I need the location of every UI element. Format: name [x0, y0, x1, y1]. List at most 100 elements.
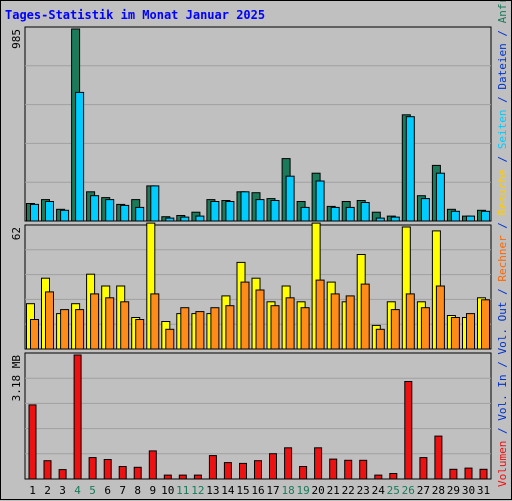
- bar-volumen-day-31: [479, 468, 488, 480]
- x-tick-label: 14: [221, 484, 235, 497]
- bar-dateien-day-13: [210, 201, 220, 222]
- bar-volumen-day-24: [374, 474, 383, 480]
- bar-volumen-day-21: [329, 458, 338, 480]
- bar-rechner-day-10: [165, 328, 175, 350]
- x-tick-label: 31: [477, 484, 490, 497]
- bar-volumen-day-18: [284, 447, 293, 480]
- bar-volumen-day-10: [163, 474, 172, 480]
- bar-dateien-day-22: [345, 206, 355, 222]
- bar-dateien-day-7: [120, 204, 130, 222]
- bar-volumen-day-9: [148, 450, 157, 480]
- bar-volumen-day-2: [43, 460, 52, 480]
- right-label-part: Seiten: [496, 109, 509, 149]
- right-label-part: /: [496, 215, 509, 235]
- x-tick-label: 3: [59, 484, 66, 497]
- x-tick-label: 15: [236, 484, 249, 497]
- bar-rechner-day-7: [120, 301, 130, 350]
- bar-volumen-day-1: [28, 404, 37, 480]
- bar-volumen-day-27: [419, 457, 428, 480]
- right-label-part: Dateien: [496, 43, 509, 89]
- bar-volumen-day-29: [449, 468, 458, 480]
- x-tick-label: 24: [372, 484, 386, 497]
- x-tick-label: 27: [417, 484, 430, 497]
- right-label-part: Rechner: [496, 235, 509, 282]
- bar-rechner-day-4: [75, 309, 85, 350]
- bar-rechner-day-28: [435, 285, 445, 350]
- x-tick-label: 1: [29, 484, 36, 497]
- bar-volumen-day-28: [434, 435, 443, 480]
- panel-top-ymax-label: 985: [10, 29, 23, 49]
- bar-volumen-day-30: [464, 467, 473, 480]
- bar-volumen-day-16: [254, 460, 262, 480]
- right-label-part: /: [496, 90, 509, 110]
- right-legend-label: Volumen / Vol. In / Vol. Out / Rechner /…: [496, 1, 509, 487]
- bar-volumen-day-22: [344, 459, 353, 480]
- panel-bottom: 3.18 MB: [10, 352, 492, 480]
- panel-bottom-ymax-label: 3.18 MB: [10, 355, 23, 402]
- bar-rechner-day-24: [375, 328, 385, 350]
- right-label-part: /: [496, 149, 509, 169]
- bar-dateien-day-11: [180, 216, 190, 222]
- bar-dateien-day-26: [405, 116, 415, 222]
- bar-dateien-day-17: [270, 200, 280, 222]
- bar-rechner-day-15: [240, 281, 250, 350]
- bar-rechner-day-25: [390, 309, 400, 350]
- chart-title: Tages-Statistik im Monat Januar 2025: [5, 8, 265, 22]
- x-tick-label: 29: [447, 484, 460, 497]
- bar-rechner-day-29: [450, 317, 460, 350]
- x-tick-label: 23: [357, 484, 370, 497]
- bar-dateien-day-31: [481, 210, 490, 222]
- bar-rechner-day-23: [360, 283, 370, 350]
- bar-volumen-day-13: [208, 455, 217, 480]
- panel-top: 985: [10, 26, 492, 222]
- bar-rechner-day-14: [225, 305, 235, 350]
- bar-dateien-day-9: [150, 185, 160, 222]
- x-tick-label: 9: [149, 484, 156, 497]
- panel-middle-ymax-label: 62: [10, 227, 23, 240]
- bar-dateien-day-28: [435, 172, 445, 222]
- bar-rechner-day-22: [345, 295, 355, 350]
- right-label-part: /: [496, 421, 509, 441]
- bar-volumen-day-7: [118, 466, 127, 480]
- bar-volumen-day-23: [359, 459, 368, 480]
- bar-volumen-day-26: [404, 381, 413, 480]
- x-tick-label: 2: [44, 484, 51, 497]
- bar-rechner-day-5: [90, 293, 100, 350]
- bar-dateien-day-2: [45, 201, 54, 222]
- bar-rechner-day-30: [466, 313, 475, 350]
- x-axis-ticks: 1 2 3 4 5 6 7 8 9 10 11 12 13 14 15 16 17 18 19 20 21 22 23 24 2…: [29, 484, 490, 497]
- bar-rechner-day-17: [270, 305, 280, 350]
- x-tick-label: 8: [134, 484, 141, 497]
- right-label-part: /: [496, 282, 509, 302]
- right-label-part: Vol. In: [496, 374, 509, 420]
- bar-dateien-day-29: [450, 210, 460, 222]
- bar-dateien-day-15: [240, 191, 250, 222]
- bar-dateien-day-24: [375, 217, 385, 222]
- bar-rechner-day-13: [210, 307, 220, 350]
- bar-rechner-day-11: [180, 307, 190, 350]
- bar-volumen-day-6: [103, 459, 112, 480]
- bar-rechner-day-26: [405, 293, 415, 350]
- right-label-part: Besuche: [496, 169, 509, 215]
- bar-dateien-day-1: [30, 203, 39, 222]
- bar-volumen-day-3: [58, 469, 67, 480]
- right-label-part: Volumen: [496, 441, 509, 487]
- x-tick-label: 21: [327, 484, 340, 497]
- x-tick-label: 17: [266, 484, 279, 497]
- bar-dateien-day-18: [285, 175, 295, 222]
- bar-volumen-day-17: [269, 453, 277, 480]
- x-tick-label: 6: [104, 484, 111, 497]
- x-tick-label: 5: [89, 484, 96, 497]
- x-tick-label: 26: [402, 484, 415, 497]
- panel-middle: 62: [10, 222, 492, 350]
- bar-volumen-day-8: [133, 466, 142, 480]
- bar-rechner-day-3: [60, 309, 70, 350]
- bar-volumen-day-4: [73, 354, 82, 480]
- bar-dateien-day-23: [360, 202, 370, 222]
- bar-dateien-day-4: [75, 91, 85, 222]
- x-tick-label: 12: [191, 484, 204, 497]
- bar-rechner-day-9: [150, 293, 160, 350]
- bar-volumen-day-11: [178, 474, 187, 480]
- bar-dateien-day-30: [466, 215, 475, 222]
